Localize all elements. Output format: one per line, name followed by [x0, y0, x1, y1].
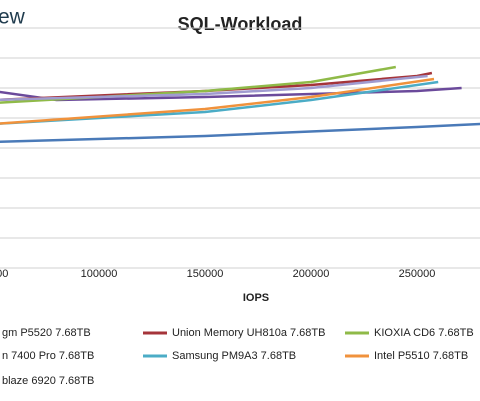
legend-label: blaze 6920 7.68TB: [2, 375, 94, 387]
legend-label: Union Memory UH810a 7.68TB: [172, 327, 325, 339]
x-tick-label: 50000: [0, 268, 8, 280]
logo: ew: [0, 6, 26, 29]
x-tick-label: 150000: [187, 268, 224, 280]
legend-label: n 7400 Pro 7.68TB: [2, 350, 94, 362]
x-tick-label: 100000: [81, 268, 118, 280]
x-axis-label: IOPS: [243, 292, 269, 304]
legend-label: gm P5520 7.68TB: [2, 327, 91, 339]
x-tick-label: 250000: [399, 268, 436, 280]
legend-label: Intel P5510 7.68TB: [374, 350, 468, 362]
legend-label: Samsung PM9A3 7.68TB: [172, 350, 296, 362]
series-line: [0, 122, 480, 144]
series-line: [0, 77, 435, 125]
series-line: [0, 80, 439, 125]
x-tick-label: 200000: [293, 268, 330, 280]
legend-label: KIOXIA CD6 7.68TB: [374, 327, 474, 339]
chart-title: SQL-Workload: [178, 14, 303, 34]
series-line: [0, 74, 428, 102]
